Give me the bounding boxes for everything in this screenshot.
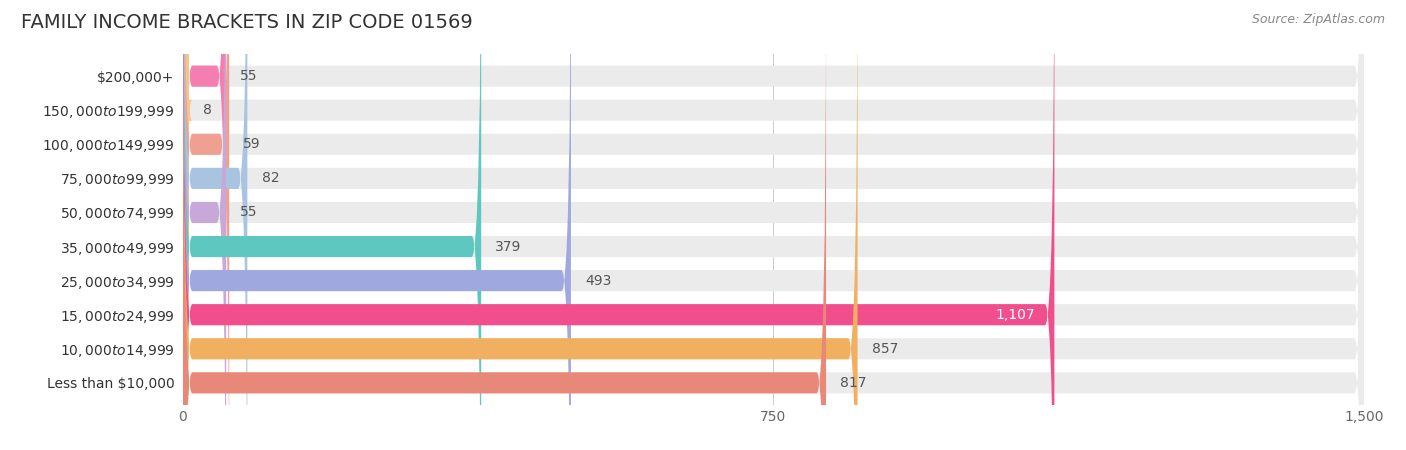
FancyBboxPatch shape xyxy=(183,0,1364,450)
Text: 817: 817 xyxy=(841,376,866,390)
FancyBboxPatch shape xyxy=(183,0,1364,450)
FancyBboxPatch shape xyxy=(183,0,858,450)
FancyBboxPatch shape xyxy=(183,0,229,450)
FancyBboxPatch shape xyxy=(183,0,226,450)
FancyBboxPatch shape xyxy=(183,0,1364,450)
FancyBboxPatch shape xyxy=(183,0,1364,450)
Text: Source: ZipAtlas.com: Source: ZipAtlas.com xyxy=(1251,14,1385,27)
Text: 59: 59 xyxy=(243,137,262,151)
Text: 493: 493 xyxy=(585,274,612,288)
FancyBboxPatch shape xyxy=(183,0,1364,450)
FancyBboxPatch shape xyxy=(183,0,1364,450)
Text: 8: 8 xyxy=(204,103,212,117)
Text: 82: 82 xyxy=(262,171,280,185)
FancyBboxPatch shape xyxy=(183,0,571,450)
FancyBboxPatch shape xyxy=(183,0,1364,450)
FancyBboxPatch shape xyxy=(183,0,226,450)
Text: 55: 55 xyxy=(240,206,257,220)
FancyBboxPatch shape xyxy=(183,0,1364,450)
Text: 379: 379 xyxy=(495,239,522,253)
Text: FAMILY INCOME BRACKETS IN ZIP CODE 01569: FAMILY INCOME BRACKETS IN ZIP CODE 01569 xyxy=(21,14,472,32)
FancyBboxPatch shape xyxy=(183,0,247,450)
Text: 55: 55 xyxy=(240,69,257,83)
FancyBboxPatch shape xyxy=(183,0,1364,450)
FancyBboxPatch shape xyxy=(183,0,481,450)
FancyBboxPatch shape xyxy=(183,0,1054,450)
FancyBboxPatch shape xyxy=(183,0,827,450)
Text: 1,107: 1,107 xyxy=(995,308,1035,322)
FancyBboxPatch shape xyxy=(180,0,193,450)
Text: 857: 857 xyxy=(872,342,898,356)
FancyBboxPatch shape xyxy=(183,0,1364,450)
